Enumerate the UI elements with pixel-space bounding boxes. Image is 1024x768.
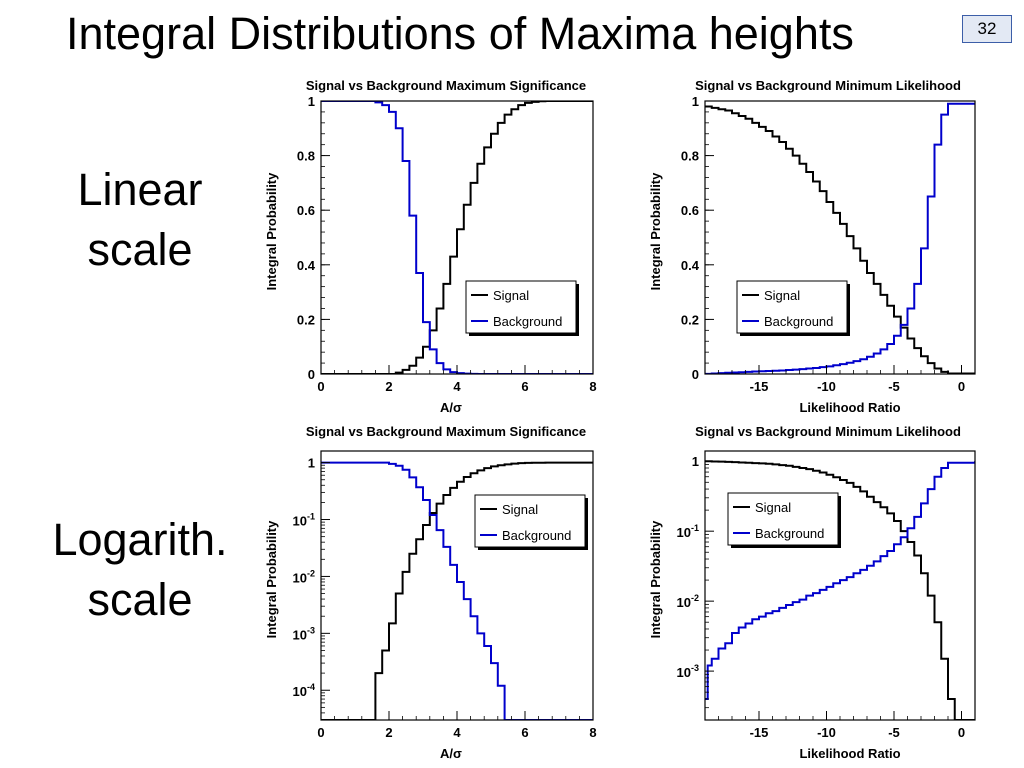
x-tick-label: 0 — [317, 725, 324, 740]
series-group — [705, 460, 975, 720]
y-tick-label: 10-4 — [293, 682, 315, 699]
y-tick-label: 0.2 — [681, 312, 699, 327]
legend-box — [727, 492, 839, 546]
x-tick-label: 2 — [385, 725, 392, 740]
y-tick-label: 0.6 — [681, 203, 699, 218]
y-tick-label: 1 — [308, 456, 315, 471]
x-tick-label: 6 — [521, 725, 528, 740]
legend: Signal Background — [474, 494, 588, 550]
chart-title: Signal vs Background Minimum Likelihood — [695, 78, 961, 93]
legend-label-signal: Signal — [755, 500, 791, 515]
y-axis-label: Integral Probability — [648, 172, 663, 291]
legend-label-background: Background — [755, 526, 824, 541]
legend: Signal Background — [727, 492, 841, 548]
y-tick-label: 0.4 — [297, 258, 316, 273]
linear-scale-label: Linear scale — [40, 160, 240, 280]
y-axis-label: Integral Probability — [648, 520, 663, 639]
chart-2: Signal vs Background Minimum Likelihood -… — [648, 78, 976, 415]
x-axis-label: Likelihood Ratio — [799, 400, 900, 415]
x-tick-label: 0 — [958, 379, 965, 394]
plot-frame — [704, 450, 976, 721]
legend-label-signal: Signal — [764, 288, 800, 303]
log-scale-label: Logarith. scale — [30, 510, 250, 630]
y-tick-label: 10-2 — [293, 568, 315, 585]
chart-4: Signal vs Background Minimum Likelihood -… — [648, 424, 976, 761]
y-axis-label: Integral Probability — [264, 520, 279, 639]
x-tick-label: 4 — [453, 725, 461, 740]
linear-scale-label-line2: scale — [87, 224, 193, 275]
legend-label-signal: Signal — [502, 502, 538, 517]
y-tick-label: 10-3 — [293, 625, 315, 642]
legend-box — [474, 494, 586, 548]
x-tick-label: -5 — [888, 725, 900, 740]
y-tick-label: 0.2 — [297, 312, 315, 327]
plot-frame — [320, 450, 594, 721]
y-tick-label: 1 — [692, 94, 699, 109]
x-tick-label: 4 — [453, 379, 461, 394]
x-tick-label: 0 — [958, 725, 965, 740]
x-axis-label: A/σ — [440, 400, 462, 415]
x-tick-label: -5 — [888, 379, 900, 394]
legend-box — [736, 280, 848, 334]
log-scale-label-line2: scale — [87, 574, 193, 625]
series-signal-line — [321, 461, 593, 720]
series-signal-line — [705, 105, 975, 374]
x-axis-label: Likelihood Ratio — [799, 746, 900, 761]
series-background-line — [705, 102, 975, 374]
linear-scale-label-line1: Linear — [77, 164, 203, 215]
y-tick-label: 1 — [308, 94, 315, 109]
legend-label-background: Background — [502, 528, 571, 543]
y-tick-label: 10-1 — [677, 523, 699, 540]
slide-title: Integral Distributions of Maxima heights — [66, 8, 854, 59]
x-tick-label: 2 — [385, 379, 392, 394]
y-axis-label: Integral Probability — [264, 172, 279, 291]
series-group — [705, 102, 975, 374]
legend-box — [465, 280, 577, 334]
chart-title: Signal vs Background Minimum Likelihood — [695, 424, 961, 439]
legend-label-background: Background — [493, 314, 562, 329]
series-signal-line — [321, 101, 593, 374]
y-tick-label: 10-2 — [677, 593, 699, 610]
x-tick-label: 0 — [317, 379, 324, 394]
y-tick-label: 0.4 — [681, 258, 700, 273]
y-tick-label: 0.8 — [297, 149, 315, 164]
x-axis-label: A/σ — [440, 746, 462, 761]
x-tick-label: 8 — [589, 725, 596, 740]
log-scale-label-line1: Logarith. — [52, 514, 228, 565]
y-tick-label: 1 — [692, 454, 699, 469]
y-tick-label: 0.6 — [297, 203, 315, 218]
legend: Signal Background — [465, 280, 579, 336]
y-tick-label: 0 — [692, 367, 699, 382]
chart-title: Signal vs Background Maximum Significanc… — [306, 424, 586, 439]
y-tick-label: 10-3 — [677, 663, 699, 680]
chart-1: Signal vs Background Maximum Significanc… — [264, 78, 597, 415]
x-tick-label: -15 — [750, 379, 769, 394]
series-background-line — [705, 461, 975, 700]
series-signal-line — [705, 460, 975, 720]
legend: Signal Background — [736, 280, 850, 336]
x-tick-label: -10 — [817, 379, 836, 394]
series-background-line — [321, 461, 593, 720]
x-tick-label: -15 — [750, 725, 769, 740]
page-number-badge: 32 — [962, 15, 1012, 43]
chart-3: Signal vs Background Maximum Significanc… — [264, 424, 597, 761]
y-tick-label: 0.8 — [681, 149, 699, 164]
chart-title: Signal vs Background Maximum Significanc… — [306, 78, 586, 93]
x-tick-label: 6 — [521, 379, 528, 394]
legend-label-signal: Signal — [493, 288, 529, 303]
legend-label-background: Background — [764, 314, 833, 329]
series-group — [321, 461, 593, 720]
x-tick-label: 8 — [589, 379, 596, 394]
x-tick-label: -10 — [817, 725, 836, 740]
y-tick-label: 0 — [308, 367, 315, 382]
y-tick-label: 10-1 — [293, 512, 315, 529]
